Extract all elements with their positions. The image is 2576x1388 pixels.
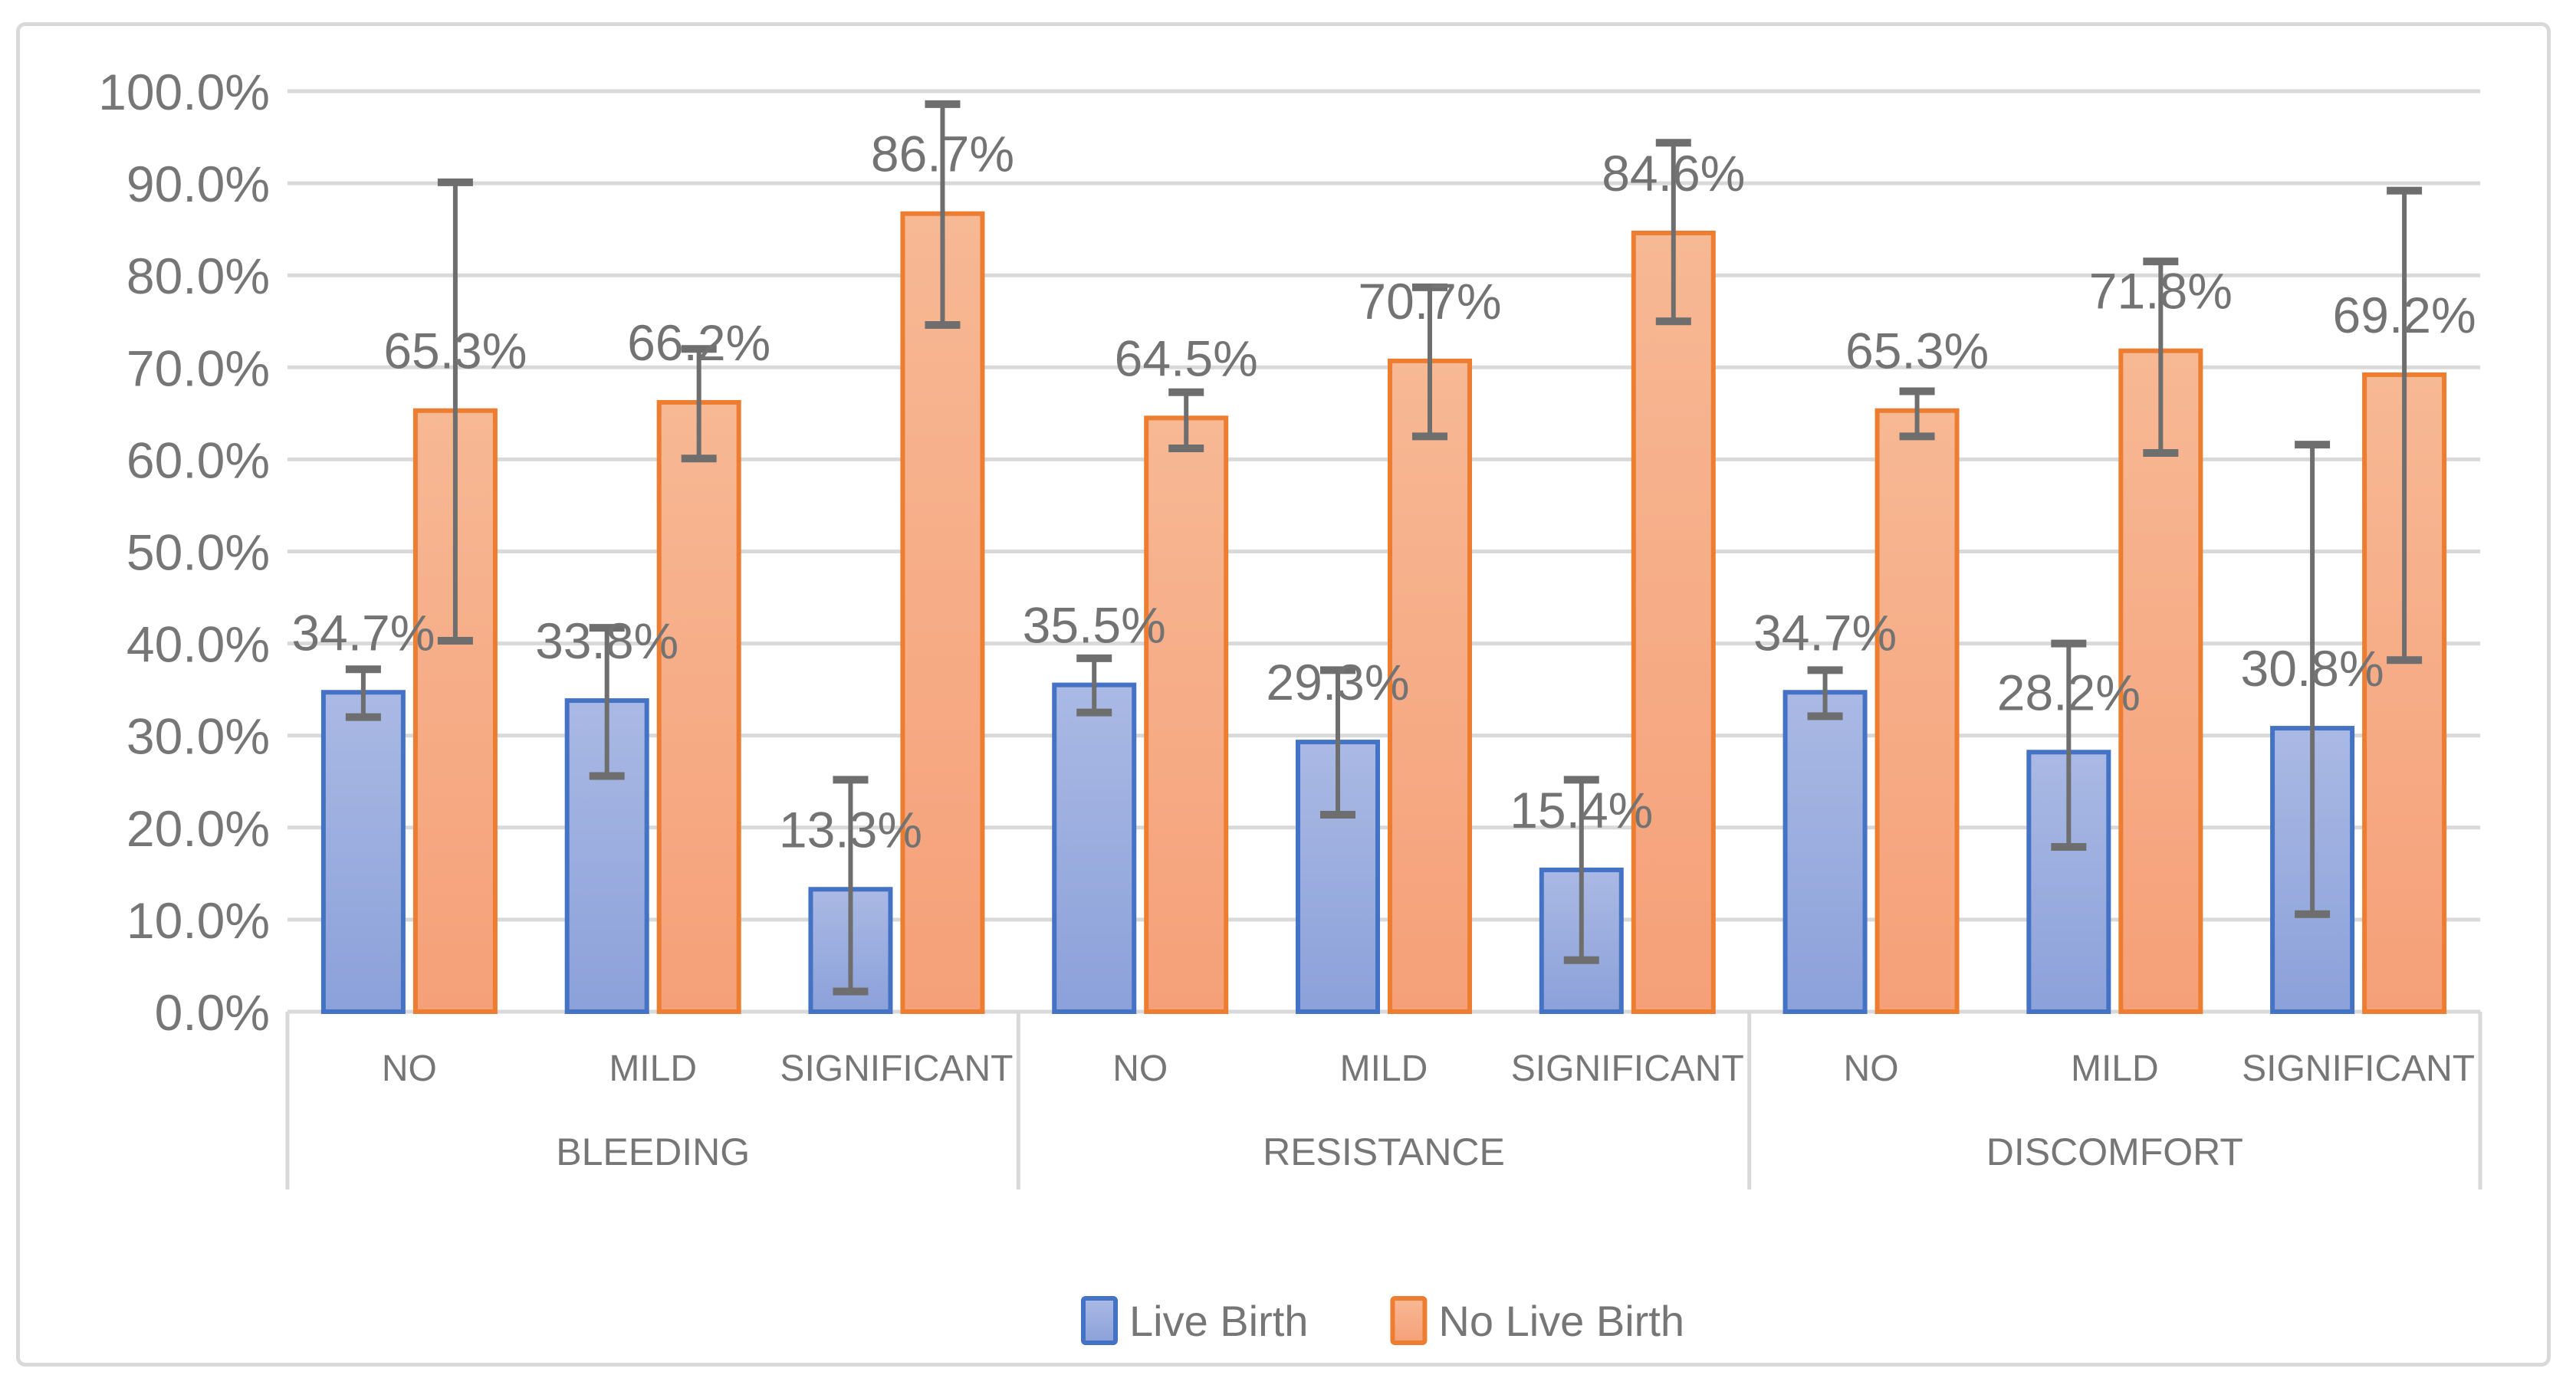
data-label: 35.5% [1023,597,1166,654]
y-axis-tick-label: 50.0% [127,524,270,581]
group-label: BLEEDING [556,1130,750,1173]
category-label: NO [382,1048,437,1089]
data-label: 86.7% [871,126,1014,182]
bar-no-live-birth-bleeding-significant [900,211,985,1014]
legend-swatch-no-live-birth [1390,1296,1428,1345]
y-axis-tick-label: 90.0% [127,156,270,212]
legend-item-live-birth: Live Birth [1080,1296,1308,1345]
data-label: 69.2% [2333,287,2476,343]
data-label: 13.3% [779,801,922,858]
y-axis-tick-label: 20.0% [127,800,270,857]
data-label: 15.4% [1510,782,1653,838]
category-label: SIGNIFICANT [2242,1048,2475,1089]
data-label: 84.6% [1602,145,1745,202]
y-axis-tick-label: 30.0% [127,708,270,765]
data-labels: 34.7% 33.8% 13.3% 35.5% 29.3% 15.4% 34.7% 28.2%… [291,126,2476,858]
data-label: 33.8% [535,612,678,669]
data-label: 28.2% [1997,664,2141,720]
gridlines [288,89,2480,1014]
legend-swatch-live-birth [1080,1296,1118,1345]
data-label: 64.5% [1115,330,1258,386]
y-axis-tick-label: 70.0% [127,340,270,396]
error-bar-no-live-birth-discomfort-no [1899,387,1935,441]
y-axis-tick-label: 60.0% [127,431,270,488]
error-bar-no-live-birth-bleeding-no [437,178,473,645]
bar-no-live-birth-discomfort-mild [2118,348,2203,1014]
y-axis-tick-label: 100.0% [98,64,270,120]
data-label: 70.7% [1358,273,1501,330]
error-bar-no-live-birth-resistance-mild [1412,283,1447,441]
error-bar-live-birth-bleeding-significant [833,776,869,996]
error-bar-live-birth-discomfort-mild [2051,639,2087,852]
data-label: 34.7% [291,604,435,661]
error-bar-live-birth-bleeding-mild [589,624,625,780]
error-bar-live-birth-resistance-mild [1320,666,1355,819]
error-bars [345,100,2423,996]
category-label: MILD [609,1048,697,1089]
data-label: 34.7% [1753,604,1897,661]
error-bar-no-live-birth-resistance-significant [1655,139,1691,326]
error-bar-live-birth-discomfort-significant [2295,441,2331,918]
data-label: 66.2% [627,314,770,371]
category-label: SIGNIFICANT [1511,1048,1744,1089]
category-label: MILD [1340,1048,1428,1089]
bar-no-live-birth-resistance-mild [1388,358,1472,1014]
category-label: NO [1844,1048,1899,1089]
error-bar-no-live-birth-discomfort-mild [2143,258,2179,457]
group-label: RESISTANCE [1263,1130,1505,1173]
bar-live-birth-bleeding-no [320,690,406,1014]
error-bar-live-birth-resistance-significant [1563,776,1599,964]
data-label: 29.3% [1266,654,1409,710]
legend: Live Birth No Live Birth [1080,1296,1684,1345]
legend-label-no-live-birth: No Live Birth [1438,1297,1684,1345]
data-label: 30.8% [2241,640,2384,697]
error-bar-no-live-birth-resistance-no [1168,388,1204,452]
bar-no-live-birth-bleeding-mild [656,399,741,1014]
category-label: MILD [2071,1048,2159,1089]
y-axis-tick-label: 0.0% [155,984,270,1041]
group-label: DISCOMFORT [1986,1130,2243,1173]
y-axis-tick-label: 10.0% [127,892,270,949]
error-bar-no-live-birth-discomfort-significant [2387,186,2423,664]
y-axis-tick-label: 80.0% [127,248,270,304]
error-bar-no-live-birth-bleeding-significant [925,100,961,330]
data-label: 65.3% [383,323,527,379]
y-axis-tick-label: 40.0% [127,616,270,673]
bar-no-live-birth-resistance-no [1144,415,1229,1014]
error-bar-live-birth-resistance-no [1076,654,1112,717]
category-label: SIGNIFICANT [780,1048,1013,1089]
data-label: 71.8% [2089,263,2233,320]
category-label: NO [1112,1048,1168,1089]
error-bar-live-birth-bleeding-no [345,665,381,721]
bar-no-live-birth-discomfort-no [1875,408,1960,1014]
y-axis: 0.0% 10.0% 20.0% 30.0% 40.0% 50.0% 60.0% 70.0% 8… [98,64,270,1041]
data-label: 65.3% [1845,323,1989,379]
bar-live-birth-discomfort-no [1783,690,1868,1014]
legend-item-no-live-birth: No Live Birth [1390,1296,1684,1345]
category-axis: NO MILD SIGNIFICANT BLEEDING NO MILD SIGNIFICA… [285,1012,2482,1189]
error-bar-live-birth-discomfort-no [1807,666,1843,720]
bar-no-live-birth-resistance-significant [1631,230,1716,1015]
bar-live-birth-resistance-no [1052,682,1137,1015]
legend-label-live-birth: Live Birth [1129,1297,1308,1345]
error-bar-no-live-birth-bleeding-mild [681,345,717,463]
